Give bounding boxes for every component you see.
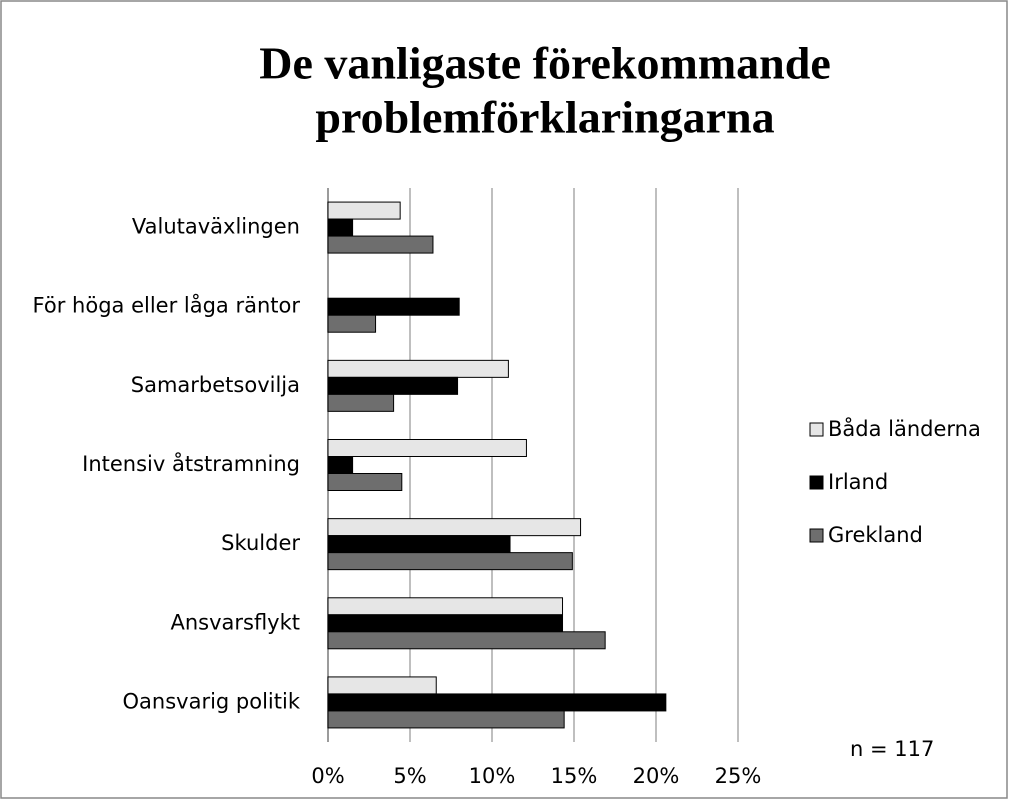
y-tick-label: Valutaväxlingen xyxy=(132,215,300,239)
y-tick-label: För höga eller låga räntor xyxy=(33,293,301,318)
chart-title: problemförklaringarna xyxy=(315,92,774,143)
bar xyxy=(327,518,582,537)
y-tick-label: Oansvarig politik xyxy=(123,689,301,713)
y-tick-label: Samarbetsovilja xyxy=(131,373,300,397)
bar xyxy=(327,614,564,633)
x-tick-label: 20% xyxy=(633,764,680,788)
legend-swatch xyxy=(809,528,824,543)
y-tick-label: Ansvarsflykt xyxy=(170,610,300,634)
annotation: n = 117 xyxy=(850,737,934,761)
x-tick-label: 10% xyxy=(469,764,516,788)
bar xyxy=(327,218,354,237)
legend-swatch xyxy=(809,422,824,437)
legend-label: Båda länderna xyxy=(828,416,981,441)
legend-swatch xyxy=(809,475,824,490)
bar xyxy=(327,631,606,650)
bar xyxy=(327,552,573,571)
bar xyxy=(327,359,509,378)
bar xyxy=(327,439,527,457)
bar xyxy=(327,693,667,712)
bar xyxy=(327,710,565,729)
x-tick-label: 25% xyxy=(715,764,762,788)
y-tick-label: Skulder xyxy=(221,531,300,555)
bar xyxy=(327,393,395,412)
chart-title: De vanligaste förekommande xyxy=(259,38,831,89)
bar xyxy=(327,376,459,395)
bar xyxy=(327,201,401,220)
bar xyxy=(327,535,511,554)
bar xyxy=(327,314,377,333)
bar xyxy=(327,473,403,491)
legend-label: Grekland xyxy=(828,523,923,547)
bar xyxy=(327,597,564,616)
legend-label: Irland xyxy=(828,470,888,494)
x-tick-label: 0% xyxy=(311,764,344,788)
bar xyxy=(327,456,354,474)
x-tick-label: 5% xyxy=(393,764,426,788)
y-tick-label: Intensiv åtstramning xyxy=(82,451,300,476)
x-tick-label: 15% xyxy=(551,764,598,788)
bar xyxy=(327,235,434,254)
bar xyxy=(327,676,437,695)
bar xyxy=(327,297,460,316)
